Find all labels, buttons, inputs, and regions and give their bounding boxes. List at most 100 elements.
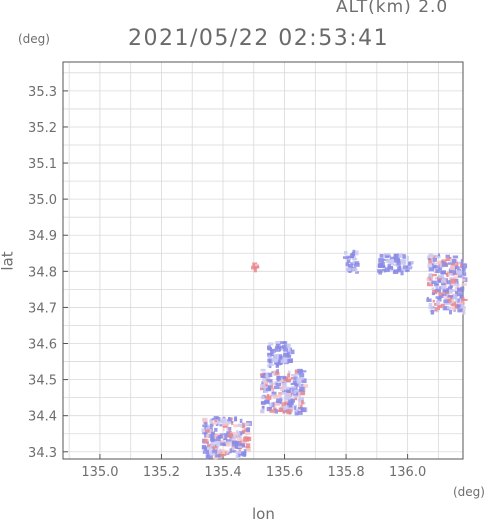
cluster-osaka-south-cell: [231, 435, 237, 440]
cluster-east-edge-cell: [449, 284, 453, 289]
cluster-osaka-center-cell: [277, 360, 283, 365]
cluster-osaka-mid-cell: [294, 410, 299, 416]
cluster-east-edge-cell: [431, 280, 437, 284]
cluster-east-edge-cell: [453, 276, 458, 280]
cluster-osaka-south-cell: [225, 441, 231, 445]
cluster-osaka-mid-cell: [274, 402, 280, 406]
cluster-osaka-mid-cell: [260, 368, 266, 372]
cluster-osaka-center-cell: [270, 349, 274, 354]
cluster-osaka-mid-cell: [270, 383, 273, 389]
cluster-east-edge-cell: [436, 288, 442, 293]
cluster-north-east-cell: [406, 255, 409, 261]
cluster-east-edge-cell: [428, 258, 431, 261]
cluster-osaka-mid-cell: [271, 371, 274, 374]
x-tick-label: 135.8: [327, 465, 364, 480]
cluster-osaka-mid-cell: [293, 393, 299, 396]
cluster-east-edge-cell: [435, 309, 440, 313]
cluster-osaka-south-cell: [207, 433, 213, 438]
cluster-osaka-mid-cell: [288, 398, 293, 404]
cluster-osaka-mid-cell: [290, 386, 296, 389]
cluster-east-edge-cell: [460, 304, 465, 309]
cluster-osaka-south-cell: [209, 452, 216, 456]
cluster-north-east-cell: [384, 267, 390, 273]
cluster-osaka-mid-cell: [276, 376, 282, 381]
cluster-osaka-center-cell: [276, 353, 280, 359]
cluster-osaka-mid-cell: [297, 407, 303, 411]
cluster-osaka-mid-cell: [290, 389, 294, 392]
cluster-east-edge-cell: [455, 264, 458, 268]
cluster-osaka-south-cell: [212, 418, 215, 421]
cluster-osaka-mid-cell: [292, 386, 298, 392]
cluster-osaka-mid-cell: [301, 399, 304, 405]
cluster-osaka-south-cell: [222, 444, 226, 447]
cluster-osaka-south-cell: [231, 440, 238, 445]
cluster-osaka-mid-cell: [271, 402, 275, 408]
cluster-osaka-south-cell: [210, 444, 215, 447]
cluster-osaka-south-cell: [245, 436, 252, 442]
cluster-osaka-mid-cell: [299, 404, 303, 409]
cluster-osaka-mid-cell: [265, 373, 271, 378]
cluster-osaka-center-cell: [284, 344, 287, 348]
cluster-osaka-south-cell: [210, 423, 213, 428]
cluster-north-east-cell: [402, 254, 406, 259]
cluster-osaka-center-cell: [285, 353, 289, 356]
x-tick-label: 135.0: [81, 465, 118, 480]
y-tick-label: 35.2: [28, 121, 57, 136]
cluster-north-east-cell: [402, 265, 409, 269]
cluster-east-edge-cell: [428, 258, 432, 264]
cluster-osaka-mid-cell: [260, 402, 266, 405]
cluster-osaka-south-cell: [245, 443, 251, 449]
cluster-osaka-mid-cell: [261, 381, 264, 385]
cluster-osaka-mid-cell: [299, 377, 304, 380]
cluster-east-edge-cell: [431, 262, 435, 266]
cluster-north-east-cell: [380, 265, 386, 268]
cluster-osaka-center-cell: [285, 354, 291, 358]
cluster-osaka-south-cell: [210, 431, 215, 435]
cluster-north-east-cell: [398, 265, 402, 271]
cluster-east-edge-cell: [445, 254, 450, 258]
cluster-sparse-north-cell: [253, 269, 257, 273]
cluster-osaka-south-cell: [222, 421, 228, 426]
cluster-osaka-south-cell: [230, 431, 236, 435]
cluster-east-edge-cell: [435, 300, 441, 306]
cluster-east-edge-cell: [460, 259, 464, 264]
cluster-north-east-cell: [382, 262, 385, 267]
cluster-osaka-mid-cell: [275, 409, 278, 414]
cluster-osaka-mid-cell: [286, 409, 292, 415]
cluster-east-edge-cell: [452, 258, 457, 264]
cluster-east-edge-cell: [447, 262, 454, 265]
cluster-east-edge-cell: [446, 280, 451, 285]
cluster-osaka-south-cell: [231, 446, 235, 451]
cluster-osaka-south-cell: [205, 454, 209, 460]
cluster-osaka-mid-cell: [282, 383, 287, 387]
cluster-osaka-south-cell: [236, 430, 239, 435]
cluster-east-edge-cell: [446, 306, 452, 310]
cluster-osaka-mid-cell: [298, 377, 301, 380]
cluster-osaka-center-cell: [267, 358, 273, 363]
cluster-osaka-mid-cell: [268, 372, 273, 377]
cluster-osaka-south-cell: [215, 454, 221, 458]
cluster-sparse-mid-cell: [347, 256, 354, 259]
cluster-east-edge-cell: [457, 275, 463, 278]
cluster-sparse-mid-cell: [347, 264, 354, 269]
cluster-east-edge-cell: [461, 263, 468, 269]
cluster-osaka-south-cell: [234, 444, 239, 449]
cluster-osaka-south-cell: [219, 440, 225, 443]
cluster-east-edge-cell: [427, 283, 434, 287]
cluster-east-edge-cell: [441, 284, 447, 288]
cluster-east-edge-cell: [450, 278, 457, 284]
cluster-osaka-mid-cell: [280, 391, 287, 395]
cluster-north-east-cell: [393, 259, 400, 263]
cluster-east-edge-cell: [432, 274, 437, 277]
cluster-osaka-mid-cell: [285, 388, 292, 393]
cluster-east-edge-cell: [456, 283, 460, 287]
cluster-east-edge-cell: [427, 263, 434, 268]
cluster-east-edge-cell: [457, 302, 464, 305]
cluster-osaka-mid-cell: [297, 398, 301, 402]
cluster-east-edge-cell: [438, 304, 442, 308]
cluster-osaka-south-cell: [204, 420, 208, 425]
cluster-osaka-mid-cell: [297, 409, 302, 413]
cluster-osaka-mid-cell: [287, 370, 291, 375]
cluster-east-edge-cell: [441, 293, 447, 296]
x-tick-label: 135.4: [204, 465, 241, 480]
